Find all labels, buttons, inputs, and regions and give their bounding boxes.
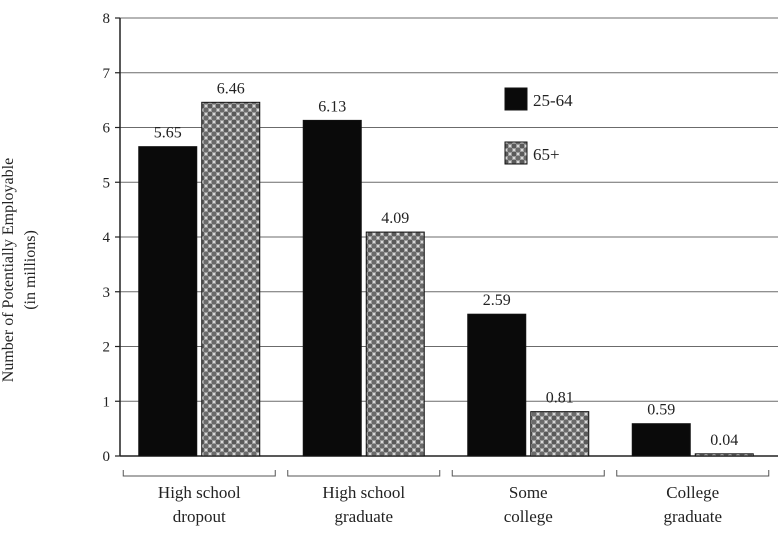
y-tick-label-4: 4 [103,230,111,246]
category-label-3-line-1: Some [509,483,548,502]
value-label-series1-cat4: 0.59 [647,402,675,419]
value-label-series1-cat2: 6.13 [318,98,346,115]
bar-series1-cat2 [302,119,362,457]
y-tick-label-6: 6 [103,121,111,137]
legend-label-1: 25-64 [533,91,573,110]
value-label-series2-cat1: 6.46 [217,80,245,97]
value-label-series2-cat4: 0.04 [710,432,738,449]
value-label-series2-cat2: 4.09 [381,210,409,227]
legend-swatch-1 [504,87,528,111]
category-bracket-2 [287,470,441,477]
category-label-4-line-2: graduate [663,507,722,526]
bar-series2-cat4 [694,453,754,457]
y-tick-label-8: 8 [103,11,111,27]
bar-series1-cat1 [138,146,198,457]
value-label-series1-cat3: 2.59 [483,292,511,309]
category-bracket-3 [451,470,605,477]
legend-swatch-2 [504,141,528,165]
value-label-series1-cat1: 5.65 [154,125,182,142]
legend-label-2: 65+ [533,145,560,164]
bar-series2-cat3 [530,411,590,457]
y-tick-label-1: 1 [103,394,111,410]
bar-series2-cat2 [365,231,425,457]
category-label-2-line-1: High school [322,483,405,502]
value-label-series2-cat3: 0.81 [546,390,574,407]
bar-series2-cat1 [201,101,261,457]
category-label-3-line-2: college [504,507,553,526]
category-label-4-line-1: College [666,483,719,502]
y-tick-label-7: 7 [103,66,111,82]
category-bracket-4 [616,470,770,477]
bar-series1-cat4 [631,423,691,457]
category-bracket-1 [122,470,276,477]
y-tick-label-3: 3 [103,285,111,301]
y-tick-label-0: 0 [103,449,111,465]
category-label-2-line-2: graduate [334,507,393,526]
category-label-1-line-2: dropout [173,507,226,526]
category-label-1-line-1: High school [158,483,241,502]
y-tick-label-2: 2 [103,340,111,356]
y-tick-label-5: 5 [103,175,111,191]
bar-series1-cat3 [467,313,527,457]
